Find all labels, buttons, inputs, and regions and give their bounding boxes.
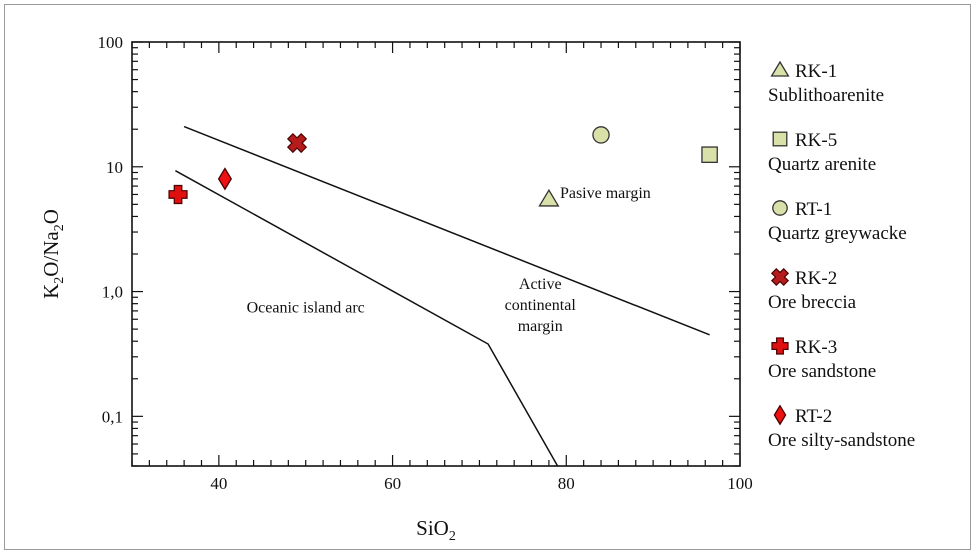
y-tick-label: 10: [106, 158, 123, 177]
region-label-line: continental: [505, 297, 577, 314]
y-axis-title-part: O/Na: [39, 231, 63, 277]
region-label-line: Oceanic island arc: [247, 299, 365, 316]
y-axis-title-part: 2: [52, 277, 67, 284]
tick-marks: [131, 41, 741, 467]
legend-series-name: RK-3: [795, 337, 837, 358]
boundary-line: [175, 170, 559, 467]
region-label-line: Pasive margin: [560, 185, 651, 202]
data-point-shape: [286, 132, 308, 154]
legend-marker: [772, 131, 788, 147]
legend-marker: [771, 337, 789, 355]
legend-marker: [773, 404, 787, 426]
region-label: Pasive margin: [560, 185, 651, 202]
region-labels: Pasive margin Active continental margin Ocea…: [247, 185, 651, 335]
legend-series-description: Ore silty-sandstone: [768, 430, 915, 451]
chart-frame: [4, 4, 971, 550]
boundary-line: [183, 125, 710, 336]
y-tick-label: 1,0: [102, 283, 123, 302]
y-axis-title: K2O/Na2O: [39, 209, 67, 299]
data-point: [592, 126, 610, 144]
legend: RK-1 Sublithoarenite RK-5 Quartz arenite RT-…: [768, 60, 915, 451]
x-tick-label: 60: [384, 474, 401, 493]
x-tick-label: 100: [727, 474, 753, 493]
legend-marker: [770, 60, 790, 77]
legend-series-name: RK-5: [795, 130, 837, 151]
data-point: [168, 184, 188, 205]
legend-item: RK-2 Ore breccia: [768, 267, 857, 313]
legend-item: RK-5 Quartz arenite: [768, 130, 876, 175]
boundary-lines: [175, 125, 710, 467]
x-axis-title: SiO2: [416, 516, 456, 544]
x-axis-title-main: SiO: [416, 516, 449, 540]
x-tick-label: 40: [210, 474, 227, 493]
region-label-line: Active: [519, 276, 562, 293]
data-point: [701, 146, 718, 163]
tick-labels: 40 60 80 100 0,1 1,0 10 100: [98, 33, 753, 493]
y-axis-title-part: K: [39, 284, 63, 299]
data-points: [168, 126, 718, 207]
y-tick-label: 0,1: [102, 407, 123, 426]
y-axis-title-part: O: [39, 209, 63, 224]
data-point: [217, 167, 232, 191]
y-axis-title-part: 2: [52, 224, 67, 231]
legend-item: RT-2 Ore silty-sandstone: [768, 404, 915, 451]
legend-series-name: RT-1: [795, 199, 832, 220]
legend-series-name: RT-2: [795, 406, 832, 427]
legend-series-name: RK-1: [795, 61, 837, 82]
data-point: [538, 188, 560, 207]
legend-item: RK-3 Ore sandstone: [768, 337, 876, 382]
legend-marker-shape: [770, 267, 790, 287]
region-label: Active continental margin: [505, 276, 577, 335]
legend-series-description: Quartz arenite: [768, 154, 876, 175]
legend-item: RT-1 Quartz greywacke: [768, 199, 907, 244]
legend-marker: [770, 267, 790, 287]
y-tick-label: 100: [98, 33, 124, 52]
legend-series-description: Ore sandstone: [768, 361, 876, 382]
plot-area-border: [131, 41, 741, 467]
legend-series-description: Quartz greywacke: [768, 223, 907, 244]
region-label-line: margin: [518, 318, 563, 335]
legend-marker: [772, 200, 788, 216]
data-point: [286, 132, 308, 154]
legend-series-description: Ore breccia: [768, 292, 857, 313]
legend-item: RK-1 Sublithoarenite: [768, 60, 884, 106]
legend-series-description: Sublithoarenite: [768, 85, 884, 106]
legend-series-name: RK-2: [795, 268, 837, 289]
x-axis-title-subscript: 2: [449, 529, 456, 544]
region-label: Oceanic island arc: [247, 299, 365, 316]
x-tick-label: 80: [558, 474, 575, 493]
